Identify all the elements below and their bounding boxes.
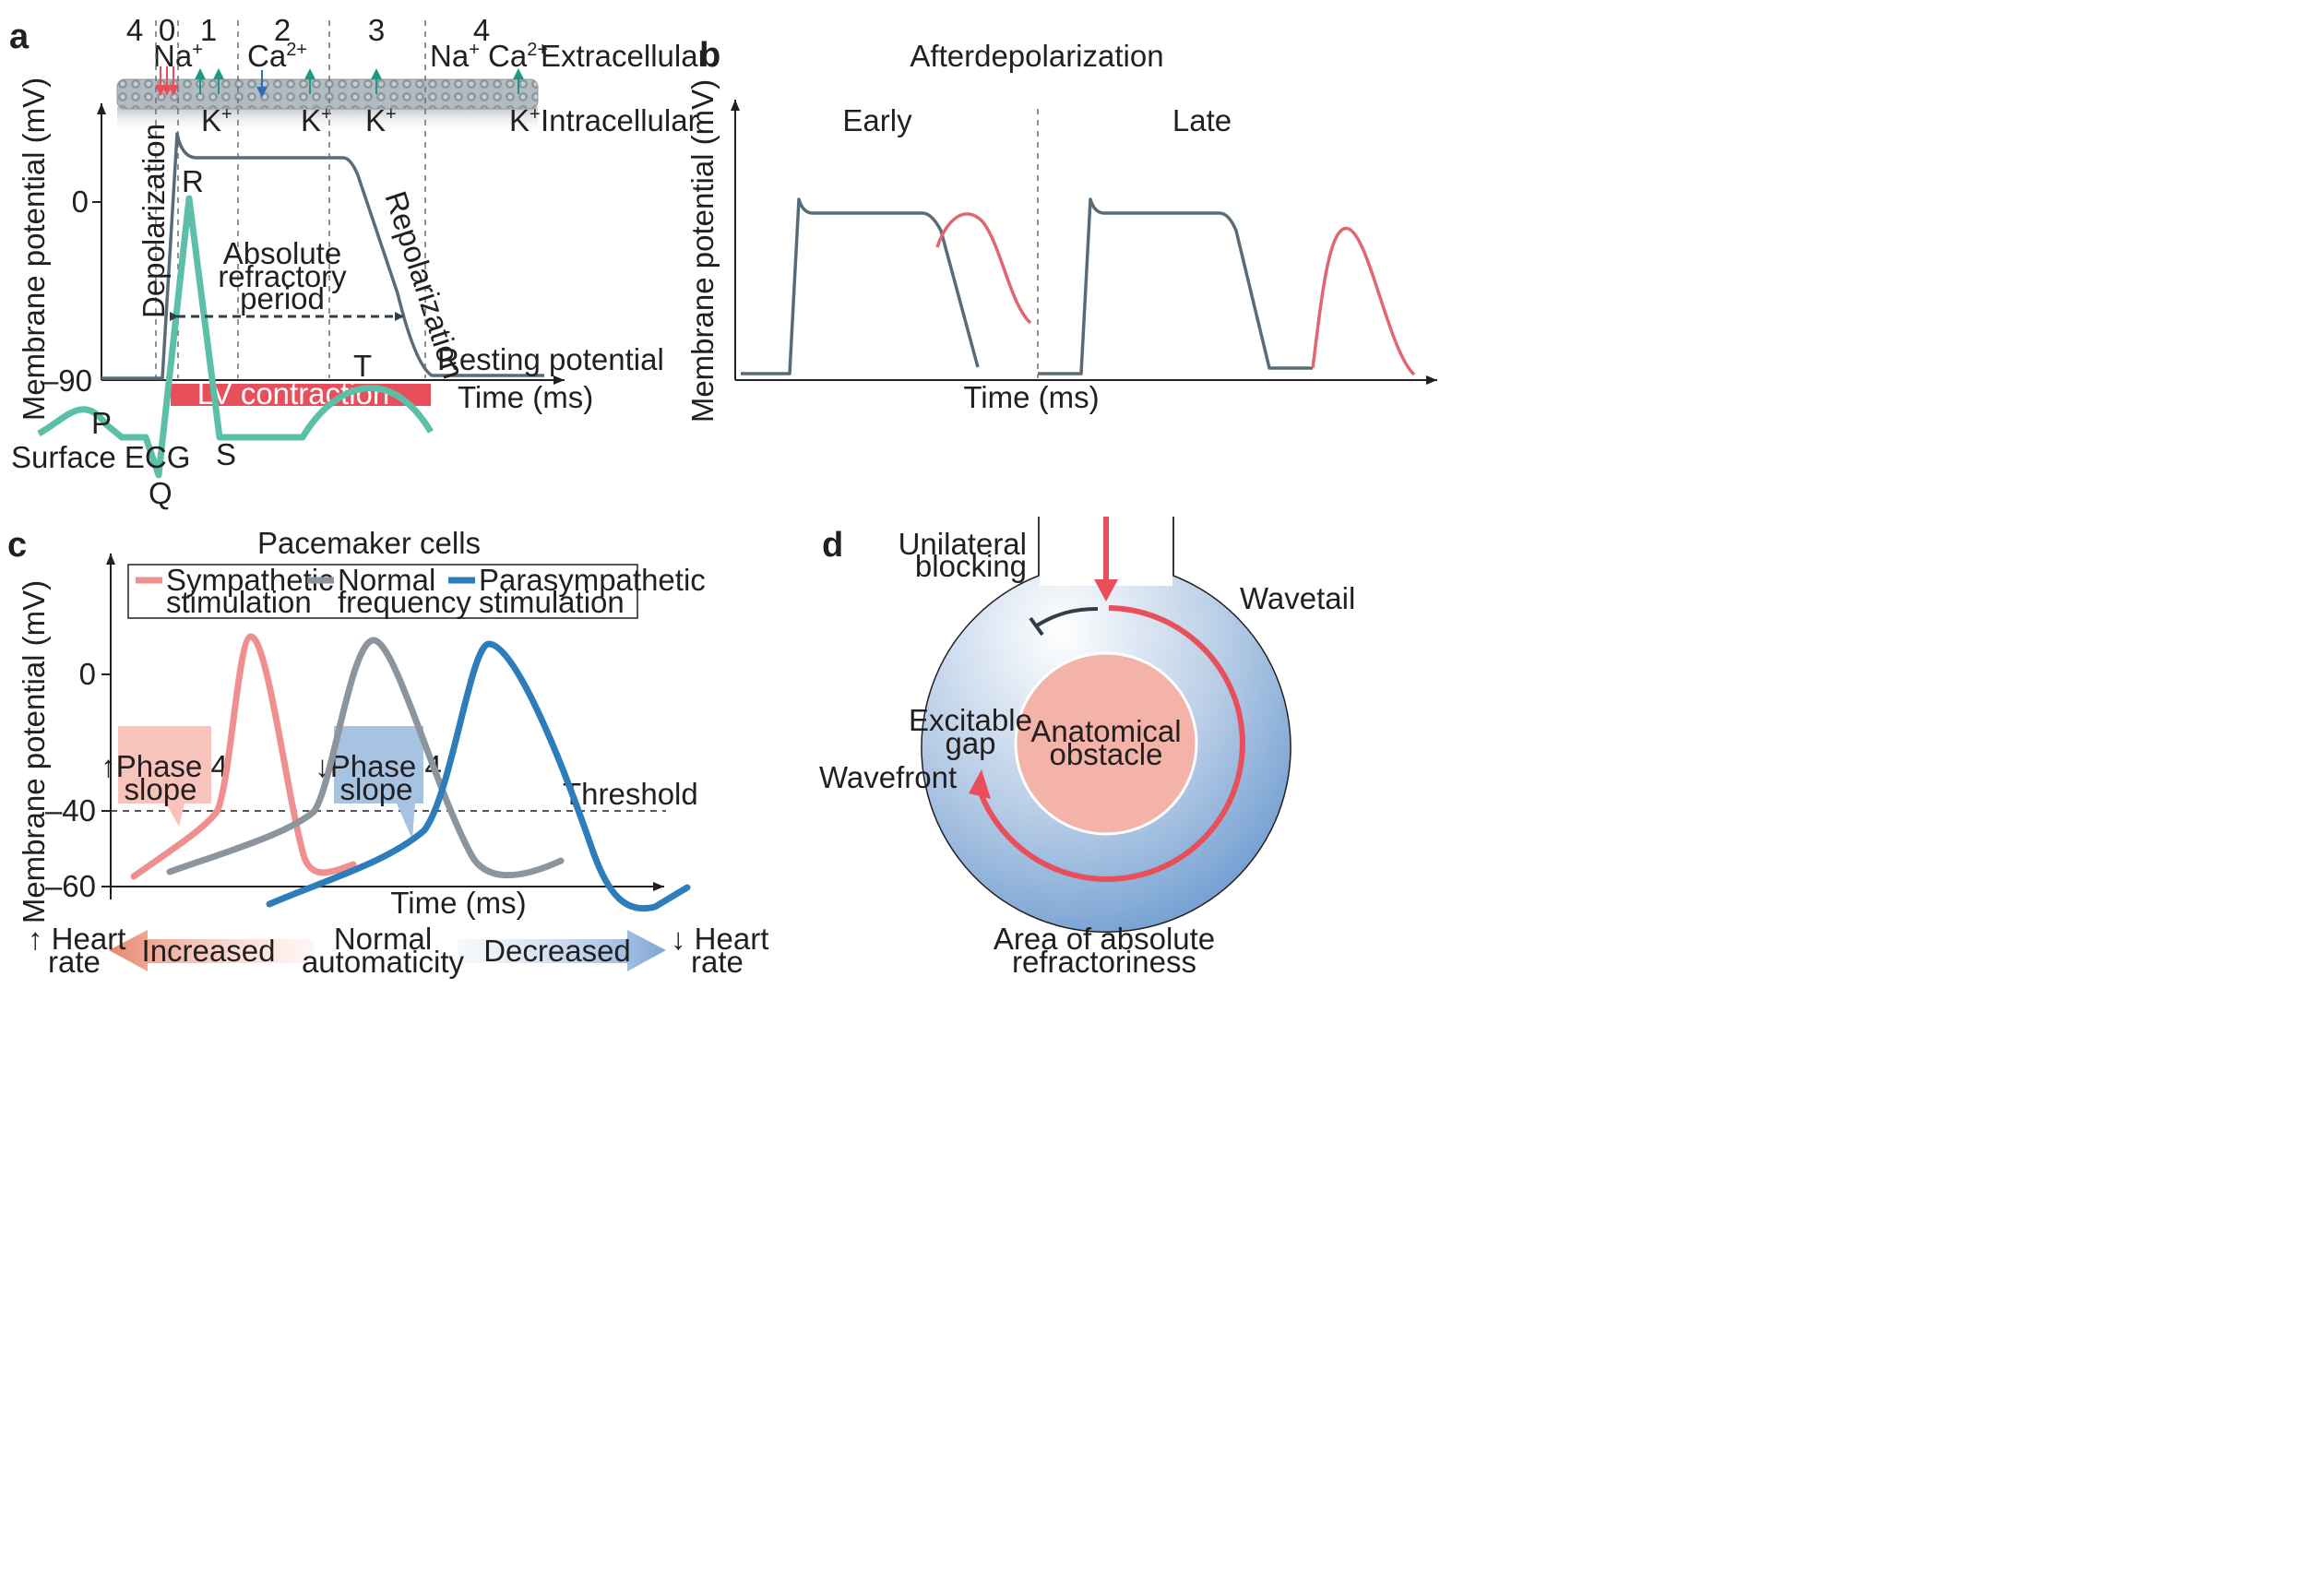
sympathetic-trace [130, 633, 357, 880]
heart-rate-up-line1: ↑ Heart [28, 922, 125, 956]
a-x-axis-label: Time (ms) [458, 380, 593, 414]
phase-number-4b: 4 [473, 13, 490, 47]
ca-label: Ca2+ [247, 39, 307, 73]
k-label-2: K+ [301, 103, 332, 137]
early-ap-trace [741, 197, 980, 375]
panel-a-letter: a [9, 18, 30, 56]
arp-line-3: period [240, 281, 325, 316]
c-y-axis-label: Membrane potential (mV) [17, 580, 51, 923]
late-label: Late [1172, 103, 1232, 137]
panel-d: d Anatomical obstacle Unilateral blockin… [819, 512, 1355, 979]
a-y-tick-90: –90 [42, 363, 92, 398]
phase4-up-line2: slope [125, 772, 197, 806]
ecg-q-label: Q [149, 476, 173, 510]
phase-dividers [155, 20, 426, 378]
legend-box [127, 564, 638, 619]
panel-c-letter: c [7, 526, 27, 565]
circulating-wave [979, 605, 1245, 882]
wavetail-label: Wavetail [1240, 581, 1355, 615]
panel-b-title: Afterdepolarization [910, 39, 1163, 73]
parasympathetic-trace [266, 640, 691, 911]
a-y-tick-0: 0 [72, 185, 89, 219]
normal-automaticity-line2: automaticity [302, 945, 465, 979]
c-y-tick-0: 0 [79, 657, 96, 691]
panel-c-title: Pacemaker cells [257, 526, 481, 560]
late-afterdepolarization [1311, 226, 1416, 376]
phase4-down-callout [334, 726, 423, 840]
heart-rate-down-line2: rate [691, 945, 744, 979]
increased-label: Increased [142, 934, 276, 968]
k-label-4: K+ [509, 103, 541, 137]
k-efflux-arrows [195, 68, 524, 94]
intracellular-label: Intracellular [541, 103, 698, 137]
panel-b: b Afterdepolarization Early Late Membran… [685, 36, 1437, 423]
c-y-tick-60: –60 [45, 869, 96, 903]
k-label-1: K+ [201, 103, 232, 137]
phase4-down-line2: slope [340, 772, 413, 806]
legend-parasympathetic-line2: stimulation [479, 585, 625, 619]
unilateral-block-arc [1035, 607, 1099, 627]
ecg-r-label: R [182, 164, 204, 198]
c-x-axis-label: Time (ms) [390, 886, 526, 920]
cell-membrane [116, 78, 539, 110]
normal-frequency-trace [166, 637, 565, 878]
arp-line-2: refractory [218, 259, 347, 293]
early-label: Early [842, 103, 912, 137]
panel-c: c Pacemaker cells Sympathetic stimulatio… [7, 526, 768, 979]
ecg-p-label: P [91, 406, 112, 440]
refractoriness-line2: refractoriness [1012, 945, 1196, 979]
decreased-arrow [458, 930, 666, 971]
intracellular-shade [117, 107, 538, 135]
k-label-3: K+ [365, 103, 397, 137]
normal-automaticity-line1: Normal [334, 922, 432, 956]
panel-a: a 4 0 1 2 3 4 Na+ Ca2+ Na+ Ca2+ Extracel… [9, 13, 708, 510]
late-ap-trace [1038, 197, 1313, 375]
phase-number-3: 3 [368, 13, 385, 47]
na-ca-label: Na+ Ca2+ [430, 39, 548, 73]
arp-line-1: Absolute [223, 236, 341, 270]
unilateral-blocking-line2: blocking [915, 549, 1027, 583]
c-y-tick-40: –40 [45, 793, 96, 828]
ecg-s-label: S [216, 437, 236, 471]
legend-sympathetic-line2: stimulation [166, 585, 312, 619]
phase-number-4a: 4 [126, 13, 143, 47]
depolarization-label: Depolarization [137, 124, 171, 318]
surface-ecg-label: Surface ECG [11, 440, 190, 474]
phase-number-2: 2 [274, 13, 291, 47]
phase-number-1: 1 [200, 13, 217, 47]
legend-sympathetic-line1: Sympathetic [166, 563, 334, 597]
unilateral-blocking-line1: Unilateral [899, 527, 1027, 561]
heart-rate-down-line1: ↓ Heart [671, 922, 768, 956]
excitable-gap-line1: Excitable [909, 703, 1032, 737]
threshold-label: Threshold [563, 777, 698, 811]
anatomical-obstacle-line2: obstacle [1050, 737, 1163, 771]
phase4-up-line1: ↑Phase 4 [101, 749, 228, 783]
b-x-axis-label: Time (ms) [963, 380, 1099, 414]
phase4-up-callout [118, 726, 211, 827]
lv-contraction-label: LV contraction [197, 376, 390, 411]
increased-arrow [109, 930, 314, 971]
decreased-label: Decreased [483, 934, 631, 968]
wavefront-label: Wavefront [819, 760, 957, 794]
extracellular-label: Extracellular [541, 39, 708, 73]
panel-d-letter: d [822, 526, 843, 565]
refractoriness-line1: Area of absolute [994, 922, 1215, 956]
early-afterdepolarization [935, 212, 1032, 325]
wavefront-arrowhead [969, 769, 991, 799]
phase-number-0: 0 [159, 13, 175, 47]
legend-normal-line1: Normal [338, 563, 435, 597]
na-influx-arrows [155, 66, 179, 96]
anatomical-obstacle-line1: Anatomical [1030, 714, 1181, 748]
b-y-axis-label: Membrane potential (mV) [685, 79, 720, 423]
a-y-axis-label: Membrane potential (mV) [17, 77, 51, 421]
anatomical-obstacle [1014, 651, 1198, 836]
heart-rate-up-line2: rate [48, 945, 101, 979]
ecg-t-label: T [353, 349, 372, 383]
legend-normal-line2: frequency [338, 585, 471, 619]
action-potential-trace [101, 132, 544, 380]
panel-b-letter: b [699, 36, 720, 75]
legend-parasympathetic-line1: Parasympathetic [479, 563, 706, 597]
excitable-gap-line2: gap [945, 726, 995, 760]
resting-potential-label: Resting potential [437, 342, 664, 376]
